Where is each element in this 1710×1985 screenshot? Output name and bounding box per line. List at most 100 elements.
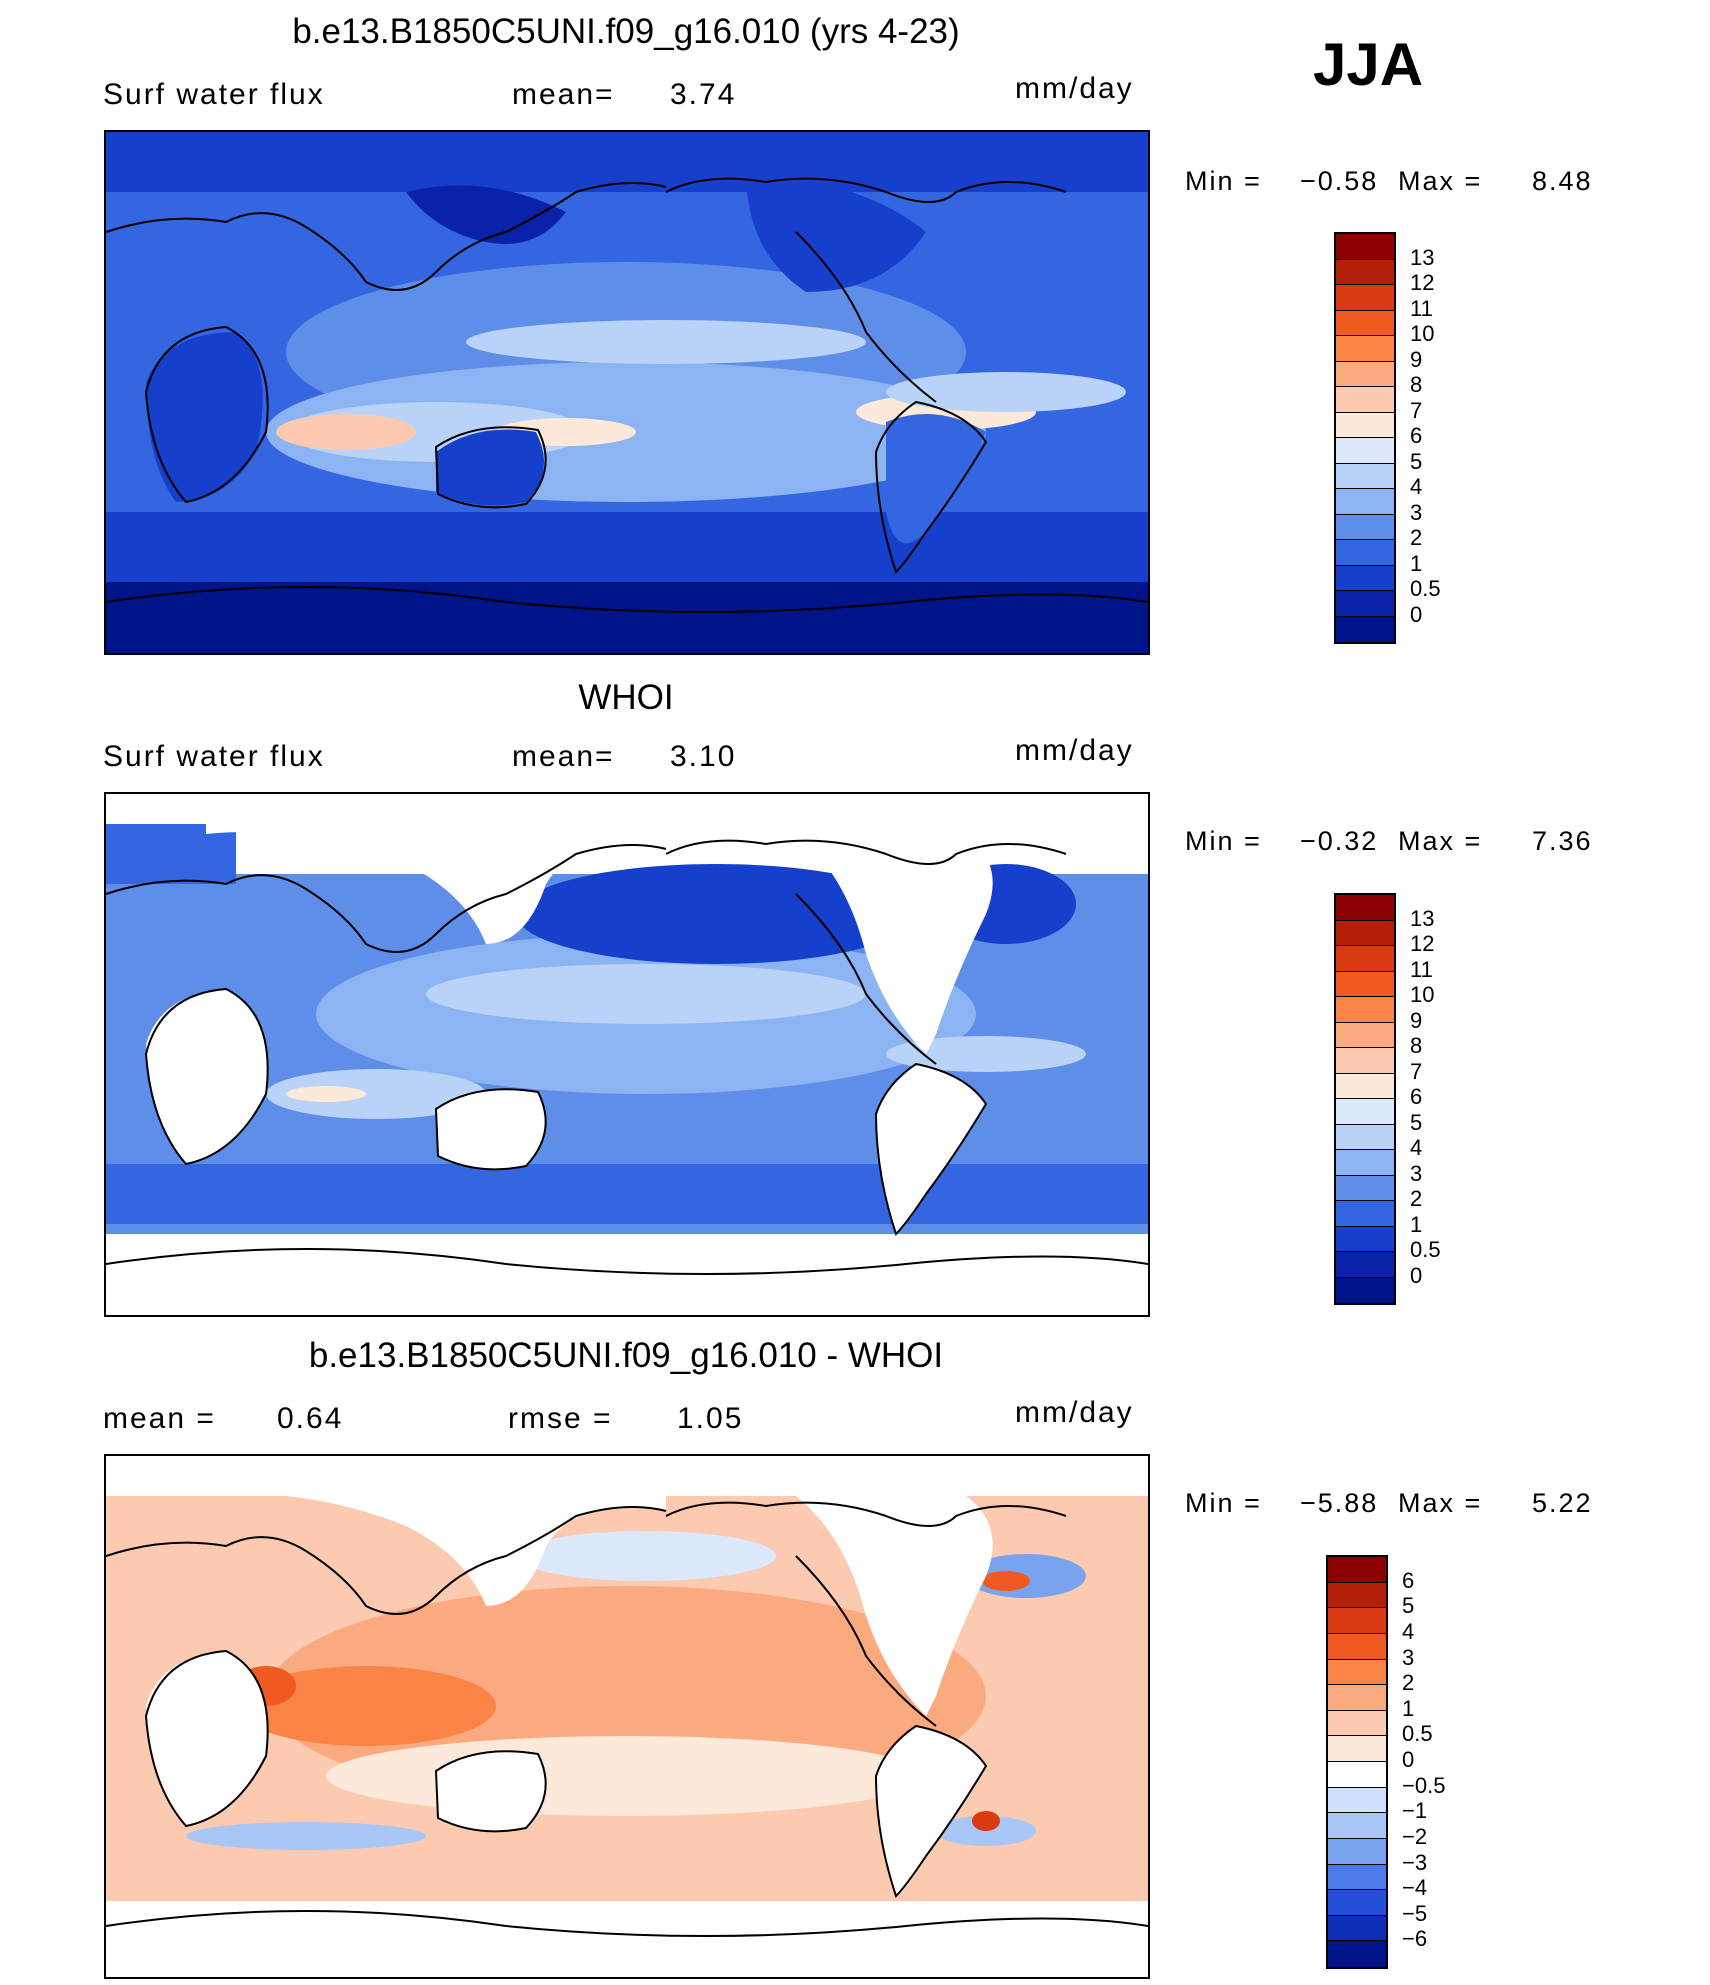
- colorbar-tick-label: 13: [1410, 905, 1435, 931]
- panel-3-units: mm/day: [1015, 1396, 1134, 1429]
- colorbar-tick-label: 13: [1410, 244, 1435, 270]
- colorbar-swatch: [1336, 310, 1394, 336]
- panel-2-variable-label: Surf water flux: [103, 740, 325, 773]
- season-label: JJA: [1313, 31, 1424, 98]
- colorbar-tick-label: 11: [1410, 956, 1433, 982]
- panel-1-mean-label: mean=: [512, 78, 615, 111]
- panel-2-min-value: −0.32: [1300, 826, 1379, 856]
- colorbar-swatch: [1336, 616, 1394, 642]
- colorbar-tick-label: 7: [1410, 397, 1423, 423]
- colorbar-swatch: [1336, 1150, 1394, 1176]
- colorbar-tick-label: −6: [1402, 1926, 1428, 1952]
- colorbar-swatch: [1336, 387, 1394, 413]
- colorbar-tick-label: 1: [1410, 550, 1423, 576]
- colorbar-tick-label: 9: [1410, 1007, 1423, 1033]
- colorbar-swatch: [1328, 1864, 1386, 1891]
- panel-2-map: [104, 792, 1150, 1317]
- panel-3-title: b.e13.B1850C5UNI.f09_g16.010 - WHOI: [308, 1336, 944, 1375]
- colorbar-tick-label: −5: [1402, 1900, 1428, 1926]
- colorbar-tick-label: 3: [1402, 1644, 1415, 1670]
- colorbar-swatch: [1336, 946, 1394, 972]
- colorbar-swatch: [1328, 1557, 1386, 1583]
- colorbar-tick-label: 1: [1410, 1211, 1423, 1237]
- colorbar-tick-label: 1: [1402, 1695, 1415, 1721]
- panel-1-variable-label: Surf water flux: [103, 78, 325, 111]
- panel-2-mean-label: mean=: [512, 740, 615, 773]
- colorbar-swatch: [1336, 1124, 1394, 1150]
- colorbar-swatch: [1328, 1633, 1386, 1660]
- colorbar-swatch: [1336, 971, 1394, 997]
- panel-3-min-value: −5.88: [1300, 1488, 1379, 1518]
- panel-3-max-label: Max =: [1398, 1488, 1483, 1518]
- colorbar-swatch: [1336, 489, 1394, 515]
- panel-3-map: [104, 1454, 1150, 1979]
- colorbar-swatch: [1336, 1277, 1394, 1303]
- panel-3-rmse-label: rmse =: [508, 1402, 613, 1435]
- panel-2-min-label: Min =: [1185, 826, 1262, 856]
- colorbar-swatch: [1336, 997, 1394, 1023]
- colorbar-tick-label: 9: [1410, 346, 1423, 372]
- colorbar-tick-label: 0.5: [1410, 1237, 1441, 1262]
- panel-1-coastlines: [106, 177, 1148, 613]
- colorbar-tick-label: 0: [1402, 1747, 1415, 1772]
- colorbar-tick-label: 11: [1410, 295, 1433, 321]
- panel-3-rmse-value: 1.05: [677, 1402, 744, 1435]
- colorbar-swatch: [1328, 1659, 1386, 1686]
- colorbar-swatch: [1328, 1813, 1386, 1839]
- colorbar-tick-label: 3: [1410, 499, 1423, 525]
- panel-1-map: [104, 130, 1150, 655]
- panel-2-max-label: Max =: [1398, 826, 1483, 856]
- colorbar-swatch: [1336, 540, 1394, 566]
- colorbar-swatch: [1336, 1201, 1394, 1227]
- colorbar-tick-label: 12: [1410, 931, 1435, 956]
- colorbar-tick-label: 5: [1410, 1109, 1423, 1135]
- colorbar-tick-label: 0: [1410, 601, 1423, 627]
- panel-2-mean-value: 3.10: [670, 740, 737, 773]
- colorbar-tick-label: −2: [1402, 1823, 1428, 1849]
- colorbar-tick-label: 10: [1410, 982, 1435, 1007]
- panel-2-title: WHOI: [578, 678, 674, 717]
- colorbar-swatch: [1336, 259, 1394, 285]
- colorbar-swatch: [1336, 1099, 1394, 1125]
- colorbar-swatch: [1328, 1787, 1386, 1814]
- panel-2-units: mm/day: [1015, 734, 1134, 767]
- colorbar-tick-label: 6: [1410, 423, 1423, 448]
- colorbar-swatch: [1336, 895, 1394, 921]
- colorbar-swatch: [1336, 463, 1394, 489]
- colorbar-swatch: [1336, 1252, 1394, 1278]
- colorbar-tick-label: 3: [1410, 1160, 1423, 1186]
- panel-1-min-value: −0.58: [1300, 166, 1379, 196]
- panel-3-coastlines: [106, 1501, 1148, 1937]
- colorbar-tick-label: 10: [1410, 321, 1435, 346]
- colorbar-tick-label: 4: [1410, 474, 1423, 499]
- colorbar-swatch: [1336, 514, 1394, 540]
- colorbar-swatch: [1336, 1226, 1394, 1252]
- colorbar-tick-label: −1: [1402, 1798, 1428, 1824]
- colorbar-swatch: [1328, 1941, 1386, 1967]
- panel-1-units: mm/day: [1015, 72, 1134, 105]
- panel-3-colorbar-ticks: 6 5 4 3 2 1 0.5 0 −0.5 −1 −2 −3 −4 −5 −6: [1402, 1555, 1492, 1965]
- panel-1-max-label: Max =: [1398, 166, 1483, 196]
- panel-2-coastlines: [106, 839, 1148, 1275]
- colorbar-swatch: [1328, 1890, 1386, 1916]
- colorbar-tick-label: 2: [1410, 1186, 1423, 1211]
- panel-2-map-field: [106, 794, 1148, 1315]
- colorbar-tick-label: 0: [1410, 1262, 1423, 1288]
- colorbar-swatch: [1328, 1710, 1386, 1737]
- colorbar-tick-label: 6: [1410, 1084, 1423, 1109]
- colorbar-tick-label: −0.5: [1402, 1772, 1446, 1798]
- colorbar-swatch: [1336, 285, 1394, 311]
- panel-2-colorbar: [1334, 893, 1396, 1305]
- colorbar-swatch: [1336, 1073, 1394, 1099]
- colorbar-swatch: [1336, 438, 1394, 464]
- colorbar-tick-label: 5: [1402, 1593, 1415, 1619]
- panel-1-colorbar: [1334, 232, 1396, 644]
- colorbar-swatch: [1328, 1582, 1386, 1609]
- colorbar-tick-label: −3: [1402, 1849, 1428, 1875]
- panel-3-min-label: Min =: [1185, 1488, 1262, 1518]
- panel-3-mean-label: mean =: [103, 1402, 216, 1435]
- panel-3-map-field: [106, 1456, 1148, 1977]
- colorbar-swatch: [1336, 565, 1394, 591]
- panel-1-max-value: 8.48: [1532, 166, 1593, 196]
- colorbar-tick-label: 12: [1410, 270, 1435, 295]
